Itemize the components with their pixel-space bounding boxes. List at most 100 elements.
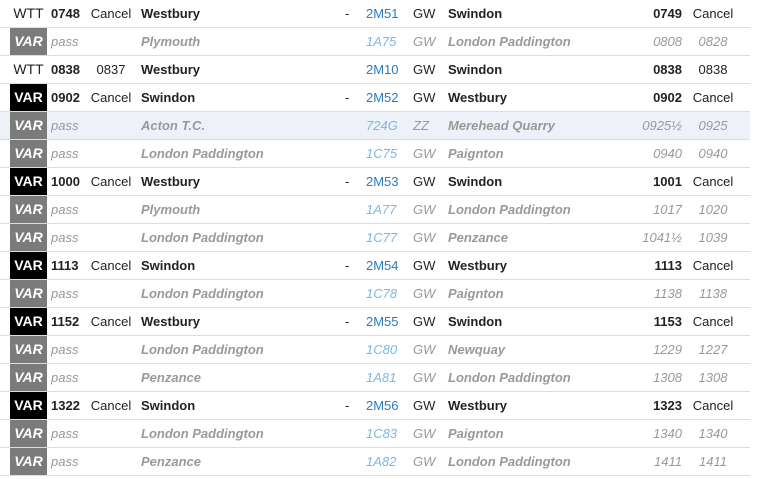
service-row[interactable]: VAR pass Penzance 1A81 GW London Paddington 13…: [0, 364, 750, 392]
headcode-link[interactable]: 724G: [366, 118, 398, 133]
destination-time: 1229: [653, 342, 682, 357]
headcode-link[interactable]: 2M55: [366, 314, 399, 329]
schedule-badge: VAR: [10, 28, 47, 55]
destination-actual: Cancel: [692, 174, 734, 189]
schedule-badge: WTT: [13, 5, 44, 21]
schedule-badge: VAR: [10, 336, 47, 363]
origin-station: Swindon: [141, 90, 196, 105]
destination-station: Merehead Quarry: [448, 118, 555, 133]
service-row[interactable]: VAR pass Acton T.C. 724G ZZ Merehead Quarry 09…: [0, 112, 750, 140]
destination-time: 0838: [653, 62, 682, 77]
schedule-badge: VAR: [10, 140, 47, 167]
headcode-link[interactable]: 2M56: [366, 398, 399, 413]
destination-actual: 1020: [698, 202, 728, 217]
origin-station: Plymouth: [141, 34, 201, 49]
headcode-link[interactable]: 1C78: [366, 286, 398, 301]
origin-actual: Cancel: [90, 398, 132, 413]
service-row[interactable]: VAR 1113 Cancel Swindon - 2M54 GW Westbury 1113 C…: [0, 252, 750, 280]
headcode-link[interactable]: 1C75: [366, 146, 398, 161]
schedule-badge: VAR: [10, 112, 47, 139]
destination-time: 0749: [653, 6, 682, 21]
destination-station: Swindon: [448, 62, 503, 77]
schedule-badge: VAR: [10, 280, 47, 307]
origin-station: Acton T.C.: [141, 118, 206, 133]
destination-station: London Paddington: [448, 370, 571, 385]
headcode-link[interactable]: 1A81: [366, 370, 397, 385]
schedule-badge: VAR: [10, 224, 47, 251]
destination-actual: Cancel: [692, 314, 734, 329]
origin-actual: Cancel: [90, 258, 132, 273]
headcode-link[interactable]: 2M53: [366, 174, 399, 189]
destination-station: Paignton: [448, 426, 504, 441]
service-row[interactable]: WTT 0748 Cancel Westbury - 2M51 GW Swindon 0749 C…: [0, 0, 750, 28]
headcode-link[interactable]: 2M51: [366, 6, 399, 21]
operator-code: GW: [413, 258, 436, 273]
destination-station: Penzance: [448, 230, 508, 245]
origin-actual: pass: [51, 230, 79, 245]
headcode-link[interactable]: 1A82: [366, 454, 397, 469]
service-row[interactable]: VAR pass Penzance 1A82 GW London Paddington 14…: [0, 448, 750, 476]
service-row[interactable]: VAR 0902 Cancel Swindon - 2M52 GW Westbury 0902 C…: [0, 84, 750, 112]
origin-station: London Paddington: [141, 342, 264, 357]
headcode-link[interactable]: 2M10: [366, 62, 399, 77]
service-row[interactable]: WTT 0838 0837 Westbury 2M10 GW Swindon 0838 0838: [0, 56, 750, 84]
service-row[interactable]: VAR 1000 Cancel Westbury - 2M53 GW Swindon 1001 C…: [0, 168, 750, 196]
service-row[interactable]: VAR pass Plymouth 1A77 GW London Paddington 10…: [0, 196, 750, 224]
origin-station: Penzance: [141, 454, 201, 469]
origin-station: Plymouth: [141, 202, 201, 217]
headcode-link[interactable]: 2M54: [366, 258, 399, 273]
destination-station: Swindon: [448, 174, 503, 189]
dash: -: [345, 174, 350, 189]
destination-station: London Paddington: [448, 202, 571, 217]
headcode-link[interactable]: 1C77: [366, 230, 398, 245]
headcode-link[interactable]: 1A77: [366, 202, 397, 217]
operator-code: GW: [413, 146, 436, 161]
operator-code: GW: [413, 174, 436, 189]
origin-station: Westbury: [141, 174, 200, 189]
destination-station: Westbury: [448, 398, 507, 413]
operator-code: GW: [413, 202, 436, 217]
operator-code: GW: [413, 230, 436, 245]
operator-code: GW: [413, 62, 436, 77]
origin-station: Penzance: [141, 370, 201, 385]
destination-actual: 1138: [699, 286, 727, 301]
destination-station: Paignton: [448, 146, 504, 161]
service-row[interactable]: VAR pass London Paddington 1C75 GW Paignton 09…: [0, 140, 750, 168]
destination-actual: 1227: [698, 342, 728, 357]
origin-actual: Cancel: [90, 314, 132, 329]
dash: -: [345, 398, 350, 413]
origin-actual: pass: [51, 146, 79, 161]
service-row[interactable]: VAR 1152 Cancel Westbury - 2M55 GW Swindon 1153 C…: [0, 308, 750, 336]
origin-station: Swindon: [141, 258, 196, 273]
destination-actual: 1308: [698, 370, 728, 385]
destination-time: 1411: [654, 454, 682, 469]
destination-actual: Cancel: [692, 90, 734, 105]
origin-time: 1113: [51, 258, 79, 273]
service-row[interactable]: VAR pass Plymouth 1A75 GW London Paddington 08…: [0, 28, 750, 56]
origin-actual: pass: [51, 34, 79, 49]
destination-time: 1153: [653, 314, 682, 329]
service-row[interactable]: VAR pass London Paddington 1C83 GW Paignton 13…: [0, 420, 750, 448]
operator-code: GW: [413, 426, 436, 441]
headcode-link[interactable]: 1C80: [366, 342, 398, 357]
destination-actual: 1039: [698, 230, 728, 245]
schedule-badge: VAR: [10, 308, 47, 335]
operator-code: GW: [413, 454, 436, 469]
service-row[interactable]: VAR pass London Paddington 1C80 GW Newquay 122…: [0, 336, 750, 364]
service-row[interactable]: VAR 1322 Cancel Swindon - 2M56 GW Westbury 1323 C…: [0, 392, 750, 420]
origin-station: Westbury: [141, 6, 200, 21]
service-row[interactable]: VAR pass London Paddington 1C77 GW Penzance 10…: [0, 224, 750, 252]
headcode-link[interactable]: 1C83: [366, 426, 398, 441]
origin-station: London Paddington: [141, 146, 264, 161]
destination-time: 1001: [653, 174, 682, 189]
schedule-badge: VAR: [10, 196, 47, 223]
service-row[interactable]: VAR pass London Paddington 1C78 GW Paignton 11…: [0, 280, 750, 308]
headcode-link[interactable]: 1A75: [366, 34, 397, 49]
origin-actual: pass: [51, 286, 79, 301]
schedule-badge: VAR: [10, 168, 47, 195]
origin-station: London Paddington: [141, 230, 264, 245]
origin-time: 1322: [51, 398, 80, 413]
destination-actual: 0838: [698, 62, 728, 77]
headcode-link[interactable]: 2M52: [366, 90, 399, 105]
destination-actual: 0940: [698, 146, 728, 161]
